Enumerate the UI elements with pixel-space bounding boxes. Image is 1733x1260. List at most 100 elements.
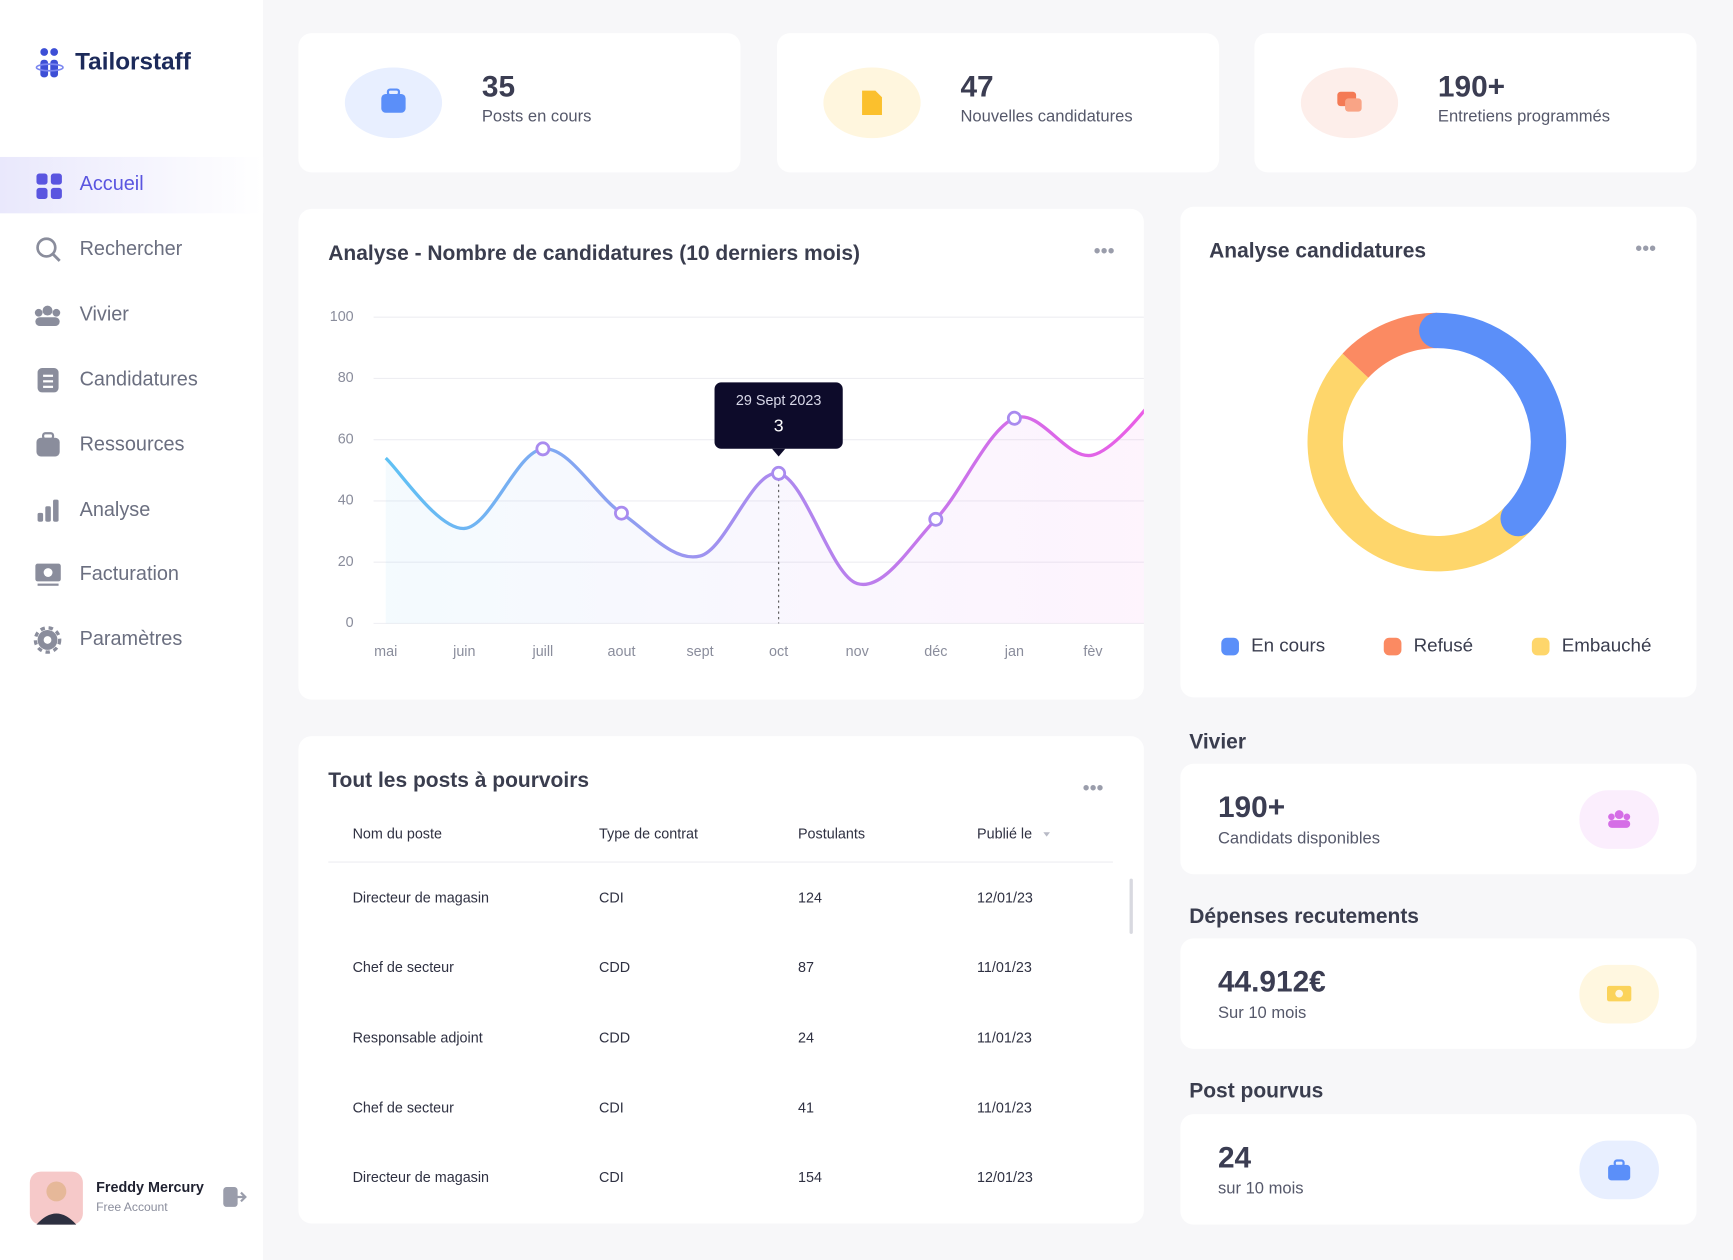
x-tick-label: nov (846, 644, 870, 660)
table-cell: 87 (798, 960, 814, 976)
table-cell: 154 (798, 1170, 822, 1186)
x-tick-label: mai (374, 644, 397, 660)
table-cell: CDI (599, 1170, 624, 1186)
stats: 35 Posts en cours 47 Nouvelles candidatures… (298, 33, 1697, 173)
nav-item[interactable]: Rechercher (80, 238, 183, 260)
summary-icon (1608, 820, 1631, 828)
nav-item[interactable]: Facturation (80, 563, 179, 585)
summary-icon (1613, 1159, 1625, 1168)
x-tick-label: jan (1004, 644, 1024, 660)
summary: Vivier 190+ Candidats disponibles Dépenses … (1180, 730, 1697, 1225)
summary-label: Candidats disponibles (1218, 828, 1380, 847)
donut-card (1180, 206, 1697, 698)
summary-icon (1608, 1164, 1631, 1181)
icon-part (34, 308, 43, 317)
stat-value: 35 (482, 70, 515, 103)
stat-icon (862, 90, 882, 115)
stat-card (1254, 33, 1697, 173)
icon-part (42, 305, 53, 316)
table-cell: 11/01/23 (977, 1031, 1032, 1047)
table-cell: Directeur de magasin (353, 1170, 489, 1186)
donut-segment (1419, 312, 1567, 537)
nav-icon (35, 563, 61, 586)
summary-card (1180, 763, 1697, 875)
column-header: Nom du poste (353, 826, 442, 842)
icon-part (36, 187, 48, 199)
table-cell: CDI (599, 1100, 624, 1116)
donut-segment (1307, 353, 1532, 572)
point-marker (1006, 410, 1022, 426)
summary-value: 44.912€ (1218, 966, 1326, 999)
legend-label: Embauché (1562, 635, 1652, 656)
scrollbar[interactable] (1129, 878, 1133, 934)
summary-icon-bg (1579, 790, 1659, 849)
x-tick-label: oct (769, 644, 788, 660)
shape (35, 63, 64, 72)
nav-item[interactable]: Vivier (80, 303, 130, 325)
shape (50, 48, 59, 56)
icon-part (36, 437, 60, 457)
shape (50, 59, 59, 78)
nav-icon (36, 237, 61, 262)
stat-value: 190+ (1438, 70, 1505, 103)
stat-card (298, 33, 741, 173)
more-button[interactable]: ••• (1083, 777, 1104, 799)
logo-icon (35, 48, 64, 78)
line-chart: 0 20 40 60 80 100 mai juin juill aout sept oct nov dé… (330, 309, 1144, 660)
point-marker (771, 465, 787, 481)
tooltip-value: 3 (774, 415, 784, 435)
shape (223, 1187, 238, 1207)
donut-chart: En cours Refusé Embauché (1221, 312, 1652, 656)
icon-part (50, 173, 62, 185)
active-nav-bg (0, 156, 264, 214)
tooltip (714, 382, 843, 449)
line-area (385, 411, 1144, 624)
shape (40, 59, 49, 78)
legend-label: Refusé (1414, 635, 1473, 656)
point-marker (928, 511, 944, 527)
chart-title: Analyse - Nombre de candidatures (10 der… (328, 242, 860, 265)
table-cell: 24 (798, 1031, 814, 1047)
summary-card (1180, 1114, 1697, 1225)
nav-item[interactable]: Candidatures (80, 368, 198, 390)
y-tick-label: 40 (338, 493, 354, 509)
x-tick-label: sept (686, 644, 713, 660)
stat-icon (1345, 98, 1362, 112)
table-cell: CDD (599, 960, 630, 976)
summary-value: 24 (1218, 1141, 1252, 1174)
logout-icon[interactable] (223, 1187, 247, 1207)
nav-item[interactable]: Analyse (80, 499, 151, 521)
user-name: Freddy Mercury (96, 1180, 204, 1196)
nav-item[interactable]: Ressources (80, 434, 185, 456)
legend-swatch (1531, 637, 1550, 656)
icon-part (37, 512, 44, 522)
avatar-face (46, 1181, 67, 1202)
icon-part (43, 380, 54, 383)
column-header[interactable]: Publié le (977, 826, 1032, 842)
legend-swatch (1383, 637, 1402, 656)
table-cell: 12/01/23 (977, 1170, 1033, 1186)
icon-part (53, 499, 59, 522)
summary-label: Sur 10 mois (1218, 1003, 1306, 1022)
table: Nom du poste Type de contrat Postulants Pub… (353, 826, 1050, 1186)
nav-icon (37, 499, 59, 522)
table-cell: CDD (599, 1031, 630, 1047)
nav: Accueil Rechercher Vivier Candidatures Resso… (33, 173, 198, 654)
nav-icon (34, 305, 61, 327)
icon-part (43, 385, 54, 388)
stat-card (776, 33, 1220, 173)
stat-label: Posts en cours (482, 107, 592, 126)
table-cell: 12/01/23 (977, 890, 1033, 906)
more-button[interactable]: ••• (1094, 240, 1115, 262)
sort-icon[interactable] (1043, 832, 1050, 837)
column-header: Postulants (798, 826, 865, 842)
table-cell: 11/01/23 (977, 1100, 1032, 1116)
icon-part (52, 308, 61, 317)
table-cell: CDI (599, 890, 624, 906)
y-tick-label: 60 (338, 431, 354, 447)
more-button[interactable]: ••• (1635, 238, 1656, 260)
nav-item[interactable]: Paramètres (80, 628, 183, 650)
nav-item[interactable]: Accueil (80, 173, 144, 195)
